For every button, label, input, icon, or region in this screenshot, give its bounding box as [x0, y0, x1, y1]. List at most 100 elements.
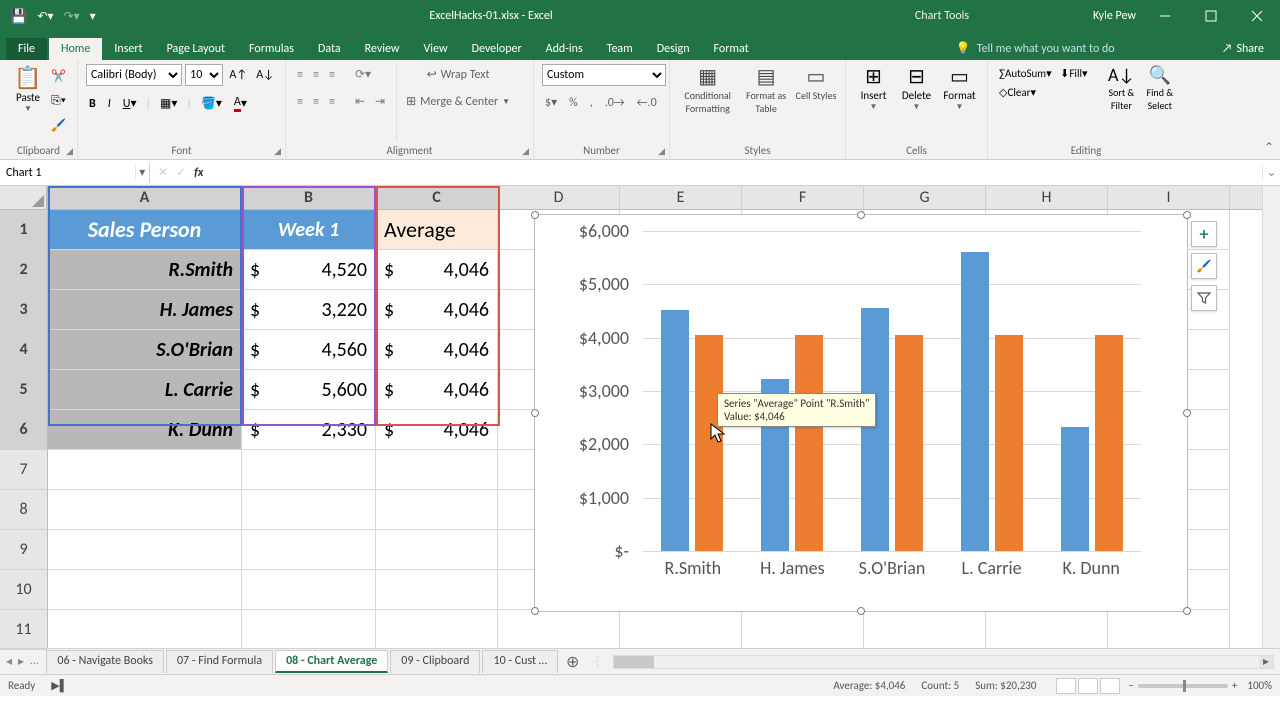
align-bottom-icon[interactable]: ≡: [326, 64, 338, 85]
cell[interactable]: $4,046: [376, 370, 498, 410]
sheet-tab[interactable]: 10 - Cust …: [482, 650, 558, 673]
comma-icon[interactable]: ,: [587, 92, 596, 113]
chart-bar[interactable]: [961, 252, 989, 551]
cell[interactable]: [376, 610, 498, 648]
cell[interactable]: [376, 530, 498, 570]
close-button[interactable]: [1234, 0, 1280, 32]
tab-scroll-prev-icon[interactable]: ▸: [18, 654, 24, 669]
sheet-tab[interactable]: 08 - Chart Average: [275, 650, 388, 673]
cell[interactable]: L. Carrie: [48, 370, 242, 410]
vertical-scrollbar[interactable]: [1262, 186, 1280, 648]
borders-icon[interactable]: ▦▾: [157, 93, 180, 114]
cell[interactable]: [376, 570, 498, 610]
name-box[interactable]: [0, 163, 135, 183]
chart-filters-button[interactable]: [1191, 285, 1217, 311]
row-header[interactable]: 1: [0, 210, 47, 250]
decrease-decimal-icon[interactable]: ←.0: [634, 92, 660, 113]
save-icon[interactable]: 💾: [10, 8, 27, 25]
align-middle-icon[interactable]: ≡: [310, 64, 322, 85]
name-box-dropdown-icon[interactable]: ▾: [135, 165, 149, 180]
wrap-text-button[interactable]: ↩Wrap Text: [403, 64, 513, 85]
column-header[interactable]: D: [498, 186, 620, 209]
orientation-icon[interactable]: ⟳▾: [352, 64, 374, 85]
autosum-button[interactable]: ∑ AutoSum ▾: [996, 64, 1055, 83]
insert-cells-button[interactable]: ⊞Insert▼: [854, 64, 893, 142]
tab-data[interactable]: Data: [306, 38, 353, 60]
cell[interactable]: $5,600: [242, 370, 376, 410]
decrease-indent-icon[interactable]: ⇤: [352, 91, 368, 112]
sheet-tab[interactable]: 06 - Navigate Books: [46, 650, 164, 673]
align-top-icon[interactable]: ≡: [294, 64, 306, 85]
cell[interactable]: [376, 450, 498, 490]
delete-cells-button[interactable]: ⊟Delete▼: [897, 64, 936, 142]
cell[interactable]: H. James: [48, 290, 242, 330]
tell-me-search[interactable]: 💡 Tell me what you want to do: [956, 41, 1216, 60]
macro-record-icon[interactable]: ▶▌: [51, 679, 67, 692]
cell[interactable]: [242, 450, 376, 490]
tab-add-ins[interactable]: Add-ins: [534, 38, 595, 60]
accept-formula-icon[interactable]: ✓: [176, 165, 186, 180]
increase-decimal-icon[interactable]: .0→: [602, 92, 628, 113]
tab-formulas[interactable]: Formulas: [237, 38, 306, 60]
row-header[interactable]: 8: [0, 490, 47, 530]
decrease-font-icon[interactable]: A↓: [253, 65, 277, 85]
cell[interactable]: [986, 610, 1108, 648]
chart-elements-button[interactable]: +: [1191, 221, 1217, 247]
add-sheet-button[interactable]: ⊕: [558, 652, 587, 672]
cell[interactable]: [498, 610, 620, 648]
zoom-out-icon[interactable]: −: [1128, 679, 1133, 692]
column-header[interactable]: C: [376, 186, 498, 209]
column-header[interactable]: I: [1108, 186, 1230, 209]
tab-view[interactable]: View: [412, 38, 460, 60]
row-header[interactable]: 4: [0, 330, 47, 370]
font-name-select[interactable]: Calibri (Body): [86, 64, 182, 86]
percent-icon[interactable]: %: [566, 92, 581, 113]
row-header[interactable]: 7: [0, 450, 47, 490]
chart-styles-button[interactable]: 🖌️: [1191, 253, 1217, 279]
tab-scroll-first-icon[interactable]: ◂: [6, 654, 12, 669]
tab-pagelayout[interactable]: Page Layout: [155, 38, 237, 60]
sheet-tab[interactable]: 09 - Clipboard: [390, 650, 480, 673]
row-header[interactable]: 6: [0, 410, 47, 450]
cell[interactable]: $4,560: [242, 330, 376, 370]
column-header[interactable]: A: [48, 186, 242, 209]
column-header[interactable]: G: [864, 186, 986, 209]
select-all-corner[interactable]: [0, 186, 47, 210]
format-painter-icon[interactable]: 🖌️: [48, 115, 69, 136]
align-right-icon[interactable]: ≡: [326, 91, 338, 112]
cell[interactable]: [864, 610, 986, 648]
paste-button[interactable]: 📋: [8, 64, 48, 91]
column-header[interactable]: B: [242, 186, 376, 209]
cell[interactable]: $4,520: [242, 250, 376, 290]
currency-icon[interactable]: $▾: [542, 92, 560, 113]
chart-bar[interactable]: [795, 335, 823, 551]
cell[interactable]: [242, 530, 376, 570]
fill-color-icon[interactable]: 🪣▾: [198, 93, 225, 114]
cell[interactable]: [48, 610, 242, 648]
cell[interactable]: [48, 450, 242, 490]
page-break-view-icon[interactable]: [1100, 678, 1120, 694]
cell-styles-button[interactable]: ▭Cell Styles: [795, 64, 837, 142]
bold-button[interactable]: B: [86, 94, 99, 114]
chart-bar[interactable]: [995, 335, 1023, 551]
merge-center-button[interactable]: ⊞Merge & Center▼: [403, 91, 513, 112]
increase-font-icon[interactable]: A↑: [226, 65, 250, 85]
underline-button[interactable]: U▾: [120, 93, 140, 114]
italic-button[interactable]: I: [105, 94, 114, 114]
cell[interactable]: $4,046: [376, 330, 498, 370]
find-select-button[interactable]: 🔍Find & Select: [1144, 64, 1176, 142]
maximize-button[interactable]: [1188, 0, 1234, 32]
horizontal-scrollbar[interactable]: ◂ ▸: [613, 655, 1274, 669]
row-header[interactable]: 10: [0, 570, 47, 610]
cell[interactable]: [242, 490, 376, 530]
column-header[interactable]: H: [986, 186, 1108, 209]
zoom-in-icon[interactable]: +: [1232, 679, 1237, 692]
cell[interactable]: [376, 490, 498, 530]
number-format-select[interactable]: Custom: [542, 64, 666, 86]
cell[interactable]: [242, 570, 376, 610]
expand-formula-bar-icon[interactable]: ⌄: [1262, 165, 1280, 180]
share-button[interactable]: ↗ Share: [1216, 38, 1280, 60]
redo-icon[interactable]: ↷▾: [64, 9, 80, 24]
cell[interactable]: [48, 530, 242, 570]
font-color-icon[interactable]: A▾: [231, 92, 250, 115]
